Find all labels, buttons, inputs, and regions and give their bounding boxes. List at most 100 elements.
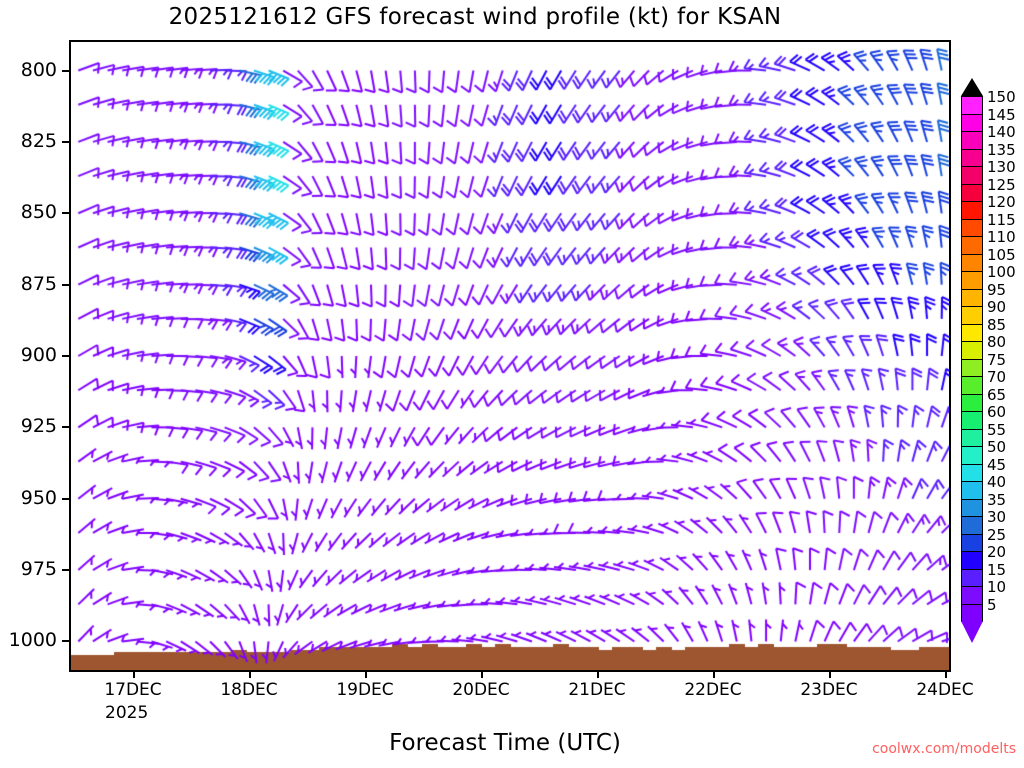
colorbar-cell [961, 603, 983, 622]
colorbar-tick-label: 30 [987, 508, 1007, 526]
y-axis-tick-label: 800 [20, 58, 57, 81]
colorbar-tick-label: 55 [987, 420, 1007, 439]
colorbar-tick-label: 150 [987, 88, 1016, 106]
colorbar-tick-label: 70 [987, 368, 1007, 386]
x-axis-tick-label: 22DEC [684, 680, 742, 700]
y-axis-tick-mark [62, 569, 69, 572]
y-axis-tick-mark [62, 640, 69, 643]
colorbar-tick-label: 100 [987, 263, 1016, 281]
colorbar-tick-label: 95 [987, 280, 1007, 299]
colorbar-cell [961, 306, 983, 325]
colorbar-cell [961, 166, 983, 185]
colorbar-cell [961, 498, 983, 517]
y-axis-tick-mark [62, 69, 69, 72]
x-axis-year-label: 2025 [105, 703, 149, 723]
colorbar-tick-label: 75 [987, 350, 1007, 369]
y-axis-tick-label: 825 [20, 129, 57, 152]
colorbar-tick-label: 130 [987, 158, 1016, 176]
y-axis-tick-mark [62, 283, 69, 286]
y-axis-tick-mark [62, 426, 69, 429]
colorbar-tick-label: 65 [987, 385, 1007, 404]
y-axis-tick-mark [62, 140, 69, 143]
x-axis-tick-label: 23DEC [800, 680, 858, 700]
colorbar-tick-label: 140 [987, 123, 1016, 141]
colorbar-tick-label: 110 [987, 228, 1016, 246]
colorbar-tick-label: 40 [987, 473, 1007, 491]
colorbar-tick-label: 85 [987, 315, 1007, 334]
colorbar-cell [961, 271, 983, 290]
colorbar-tick-label: 60 [987, 403, 1007, 421]
x-axis-tick-mark [481, 672, 483, 678]
x-axis-tick-mark [945, 672, 947, 678]
colorbar-cell [961, 218, 983, 237]
colorbar-cell [961, 113, 983, 132]
y-axis-tick-mark [62, 212, 69, 215]
colorbar-tick-label: 20 [987, 543, 1007, 561]
y-axis-tick-mark [62, 497, 69, 500]
colorbar-tick-label: 5 [987, 595, 997, 614]
colorbar-cell [961, 428, 983, 447]
x-axis-tick-label: 20DEC [452, 680, 510, 700]
colorbar-tick-label: 25 [987, 525, 1007, 544]
colorbar-tick-label: 50 [987, 438, 1007, 456]
colorbar-cell [961, 323, 983, 342]
colorbar-tick-label: 120 [987, 193, 1016, 211]
x-axis-tick-mark [133, 672, 135, 678]
y-axis-tick-label: 975 [20, 558, 57, 581]
colorbar-cell [961, 96, 983, 115]
colorbar-cell [961, 568, 983, 587]
x-axis-tick-label: 24DEC [916, 680, 974, 700]
wind-barb-layer [71, 42, 949, 670]
y-axis-tick-label: 950 [20, 486, 57, 509]
colorbar-over-arrow [961, 78, 983, 96]
x-axis-title: Forecast Time (UTC) [389, 730, 621, 756]
colorbar-cell [961, 411, 983, 430]
colorbar-tick-label: 105 [987, 245, 1016, 264]
colorbar-tick-label: 15 [987, 560, 1007, 579]
colorbar-tick-label: 90 [987, 298, 1007, 316]
colorbar-cell [961, 148, 983, 167]
colorbar-cell [961, 288, 983, 307]
colorbar-cell [961, 446, 983, 465]
y-axis-tick-label: 1000 [8, 629, 57, 652]
colorbar-cell [961, 481, 983, 500]
y-axis-tick-label: 850 [20, 201, 57, 224]
y-axis-tick-label: 925 [20, 415, 57, 438]
x-axis-tick-label: 21DEC [568, 680, 626, 700]
plot-area [69, 40, 951, 672]
x-axis-tick-label: 17DEC [104, 680, 162, 700]
colorbar-cell [961, 253, 983, 272]
colorbar-cell [961, 393, 983, 412]
colorbar-cell [961, 551, 983, 570]
colorbar-cell [961, 236, 983, 255]
x-axis-tick-mark [597, 672, 599, 678]
credit-watermark: coolwx.com/modelts [872, 741, 1016, 757]
colorbar-tick-label: 125 [987, 175, 1016, 194]
x-axis-tick-mark [249, 672, 251, 678]
colorbar-tick-label: 135 [987, 140, 1016, 159]
colorbar-tick-label: 35 [987, 490, 1007, 509]
colorbar-cell [961, 533, 983, 552]
colorbar-cell [961, 201, 983, 220]
colorbar-tick-label: 145 [987, 105, 1016, 124]
colorbar-tick-label: 80 [987, 333, 1007, 351]
colorbar-cell [961, 376, 983, 395]
colorbar-cell [961, 516, 983, 535]
y-axis-tick-label: 900 [20, 344, 57, 366]
colorbar-cell [961, 341, 983, 360]
colorbar-cell [961, 463, 983, 482]
x-axis-tick-mark [365, 672, 367, 678]
y-axis-tick-label: 875 [20, 272, 57, 295]
colorbar-tick-label: 45 [987, 455, 1007, 474]
page-title: 2025121612 GFS forecast wind profile (kt… [168, 4, 782, 30]
colorbar-cell [961, 358, 983, 377]
x-axis-tick-mark [829, 672, 831, 678]
x-axis-tick-label: 19DEC [336, 680, 394, 700]
y-axis-tick-mark [62, 355, 69, 357]
colorbar-cell [961, 183, 983, 202]
colorbar-cell [961, 586, 983, 605]
x-axis-tick-label: 18DEC [220, 680, 278, 700]
colorbar-tick-label: 115 [987, 210, 1016, 229]
x-axis-tick-mark [713, 672, 715, 678]
